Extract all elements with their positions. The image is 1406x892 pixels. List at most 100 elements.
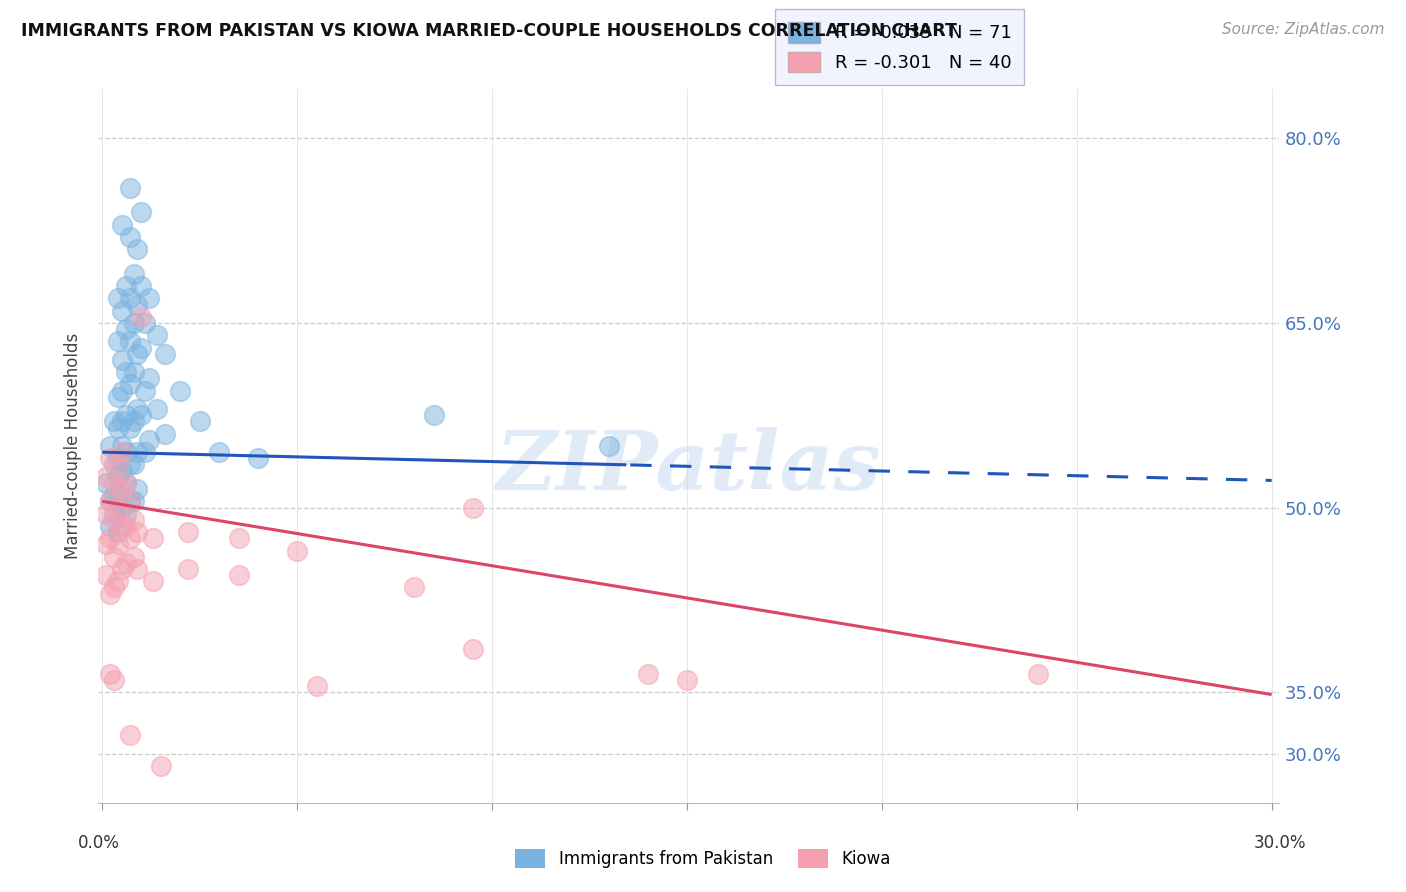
Point	[127, 482, 149, 496]
Point	[111, 482, 134, 496]
Point	[228, 568, 250, 582]
Point	[134, 445, 156, 459]
Point	[118, 377, 141, 392]
Text: IMMIGRANTS FROM PAKISTAN VS KIOWA MARRIED-COUPLE HOUSEHOLDS CORRELATION CHART: IMMIGRANTS FROM PAKISTAN VS KIOWA MARRIE…	[21, 22, 957, 40]
Point	[111, 439, 134, 453]
Point	[118, 494, 141, 508]
Point	[122, 549, 145, 564]
Point	[114, 322, 136, 336]
Point	[122, 267, 145, 281]
Legend: Immigrants from Pakistan, Kiowa: Immigrants from Pakistan, Kiowa	[509, 842, 897, 875]
Text: 0.0%: 0.0%	[77, 834, 120, 852]
Point	[127, 445, 149, 459]
Point	[598, 439, 620, 453]
Point	[122, 414, 145, 428]
Y-axis label: Married-couple Households: Married-couple Households	[65, 333, 83, 559]
Point	[107, 291, 129, 305]
Point	[107, 525, 129, 540]
Point	[637, 666, 659, 681]
Point	[103, 673, 125, 687]
Point	[142, 531, 165, 545]
Point	[146, 328, 169, 343]
Point	[107, 334, 129, 349]
Point	[114, 365, 136, 379]
Point	[676, 673, 699, 687]
Point	[138, 371, 160, 385]
Point	[127, 525, 149, 540]
Point	[134, 384, 156, 398]
Point	[114, 475, 136, 490]
Point	[111, 500, 134, 515]
Point	[114, 507, 136, 521]
Point	[107, 451, 129, 466]
Point	[118, 531, 141, 545]
Point	[96, 568, 118, 582]
Point	[111, 562, 134, 576]
Point	[98, 494, 121, 508]
Point	[111, 384, 134, 398]
Point	[129, 279, 152, 293]
Point	[98, 666, 121, 681]
Point	[228, 531, 250, 545]
Point	[177, 525, 200, 540]
Point	[118, 420, 141, 434]
Point	[114, 519, 136, 533]
Point	[96, 537, 118, 551]
Point	[107, 537, 129, 551]
Point	[127, 402, 149, 417]
Point	[114, 556, 136, 570]
Point	[111, 218, 134, 232]
Point	[122, 365, 145, 379]
Point	[305, 679, 328, 693]
Point	[142, 574, 165, 589]
Point	[107, 469, 129, 483]
Point	[103, 581, 125, 595]
Point	[103, 414, 125, 428]
Point	[422, 409, 444, 423]
Point	[103, 458, 125, 472]
Point	[98, 451, 121, 466]
Point	[103, 549, 125, 564]
Point	[118, 180, 141, 194]
Point	[129, 341, 152, 355]
Point	[127, 297, 149, 311]
Point	[129, 310, 152, 324]
Point	[153, 426, 176, 441]
Point	[111, 352, 134, 367]
Point	[129, 205, 152, 219]
Point	[404, 581, 426, 595]
Point	[107, 574, 129, 589]
Point	[98, 439, 121, 453]
Point	[127, 562, 149, 576]
Point	[247, 451, 270, 466]
Point	[114, 445, 136, 459]
Point	[122, 494, 145, 508]
Point	[118, 334, 141, 349]
Point	[111, 414, 134, 428]
Point	[111, 303, 134, 318]
Point	[118, 728, 141, 742]
Point	[169, 384, 191, 398]
Point	[107, 458, 129, 472]
Point	[188, 414, 211, 428]
Point	[98, 519, 121, 533]
Point	[461, 642, 484, 657]
Point	[103, 507, 125, 521]
Point	[153, 347, 176, 361]
Text: Source: ZipAtlas.com: Source: ZipAtlas.com	[1222, 22, 1385, 37]
Point	[114, 409, 136, 423]
Point	[122, 316, 145, 330]
Point	[134, 316, 156, 330]
Point	[177, 562, 200, 576]
Point	[285, 543, 308, 558]
Point	[98, 531, 121, 545]
Point	[1026, 666, 1049, 681]
Point	[96, 507, 118, 521]
Point	[146, 402, 169, 417]
Point	[118, 494, 141, 508]
Point	[114, 475, 136, 490]
Point	[96, 469, 118, 483]
Point	[111, 445, 134, 459]
Text: ZIPatlas: ZIPatlas	[496, 427, 882, 508]
Point	[111, 519, 134, 533]
